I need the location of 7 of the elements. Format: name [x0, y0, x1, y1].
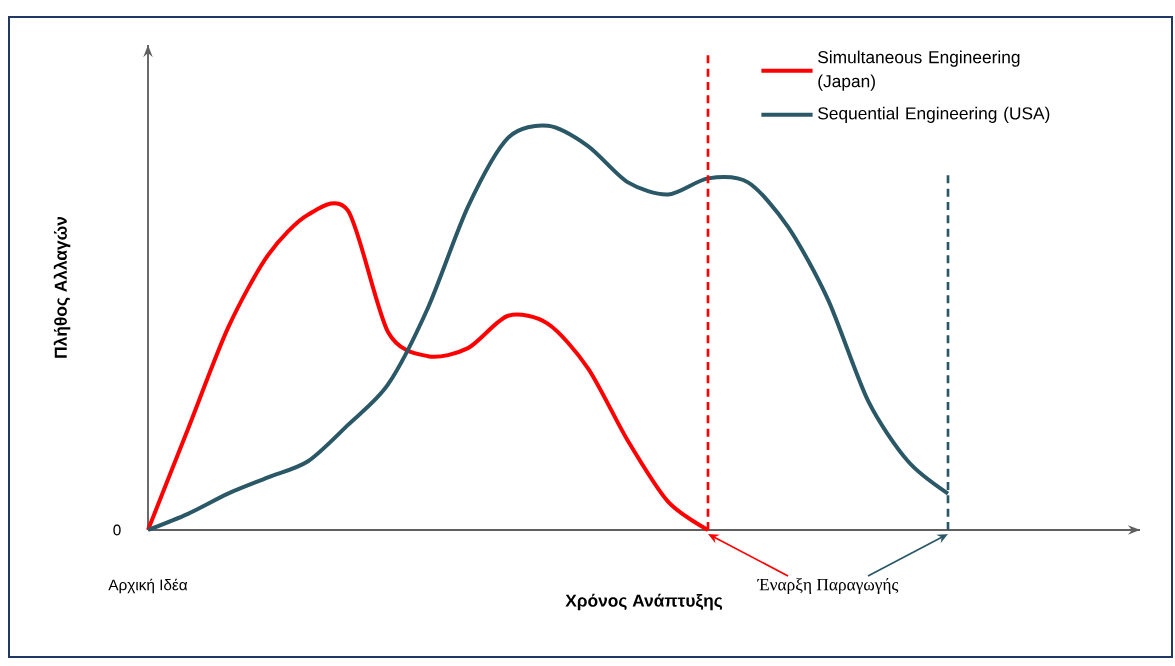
text: 0	[113, 524, 121, 536]
legend-label: Sequential Engineering (USA)	[818, 106, 1050, 123]
x-axis-title: Χρόνος Ανάπτυξης	[565, 593, 723, 611]
y-axis-title: Πλήθος Αλλαγών	[53, 216, 71, 358]
text: Αρχική Ιδέα	[108, 578, 188, 594]
legend-label: Simultaneous Engineering (Japan)	[818, 50, 1020, 91]
text: Έναρξη Παραγωγής	[757, 578, 899, 594]
